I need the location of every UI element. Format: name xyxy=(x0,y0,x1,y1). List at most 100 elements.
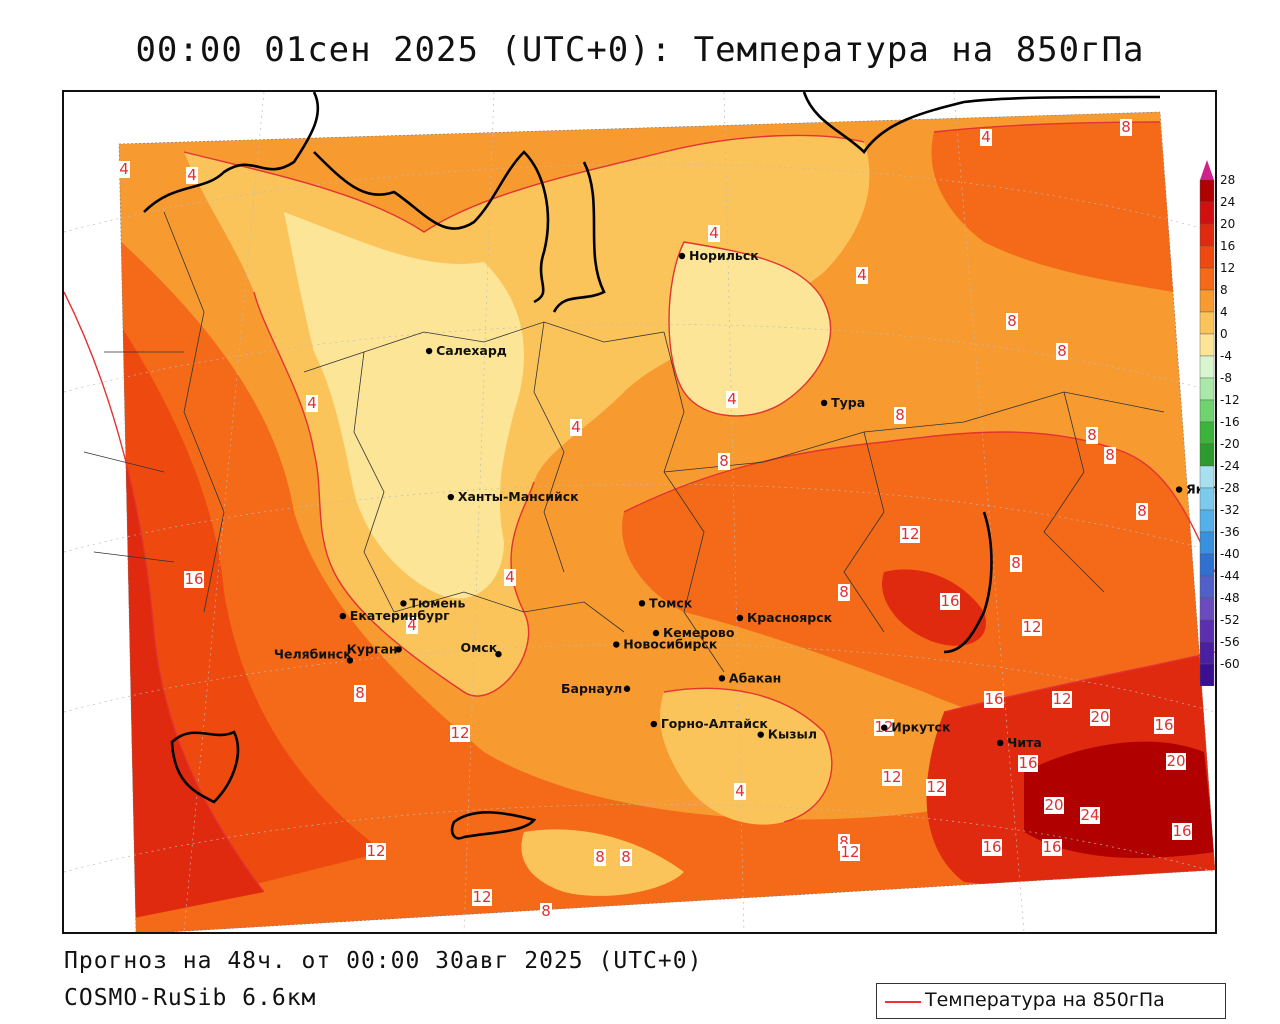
isotherm-label: 20 xyxy=(1090,708,1110,726)
colorbar-tick-label: -8 xyxy=(1220,371,1232,385)
svg-text:8: 8 xyxy=(1121,118,1131,136)
isotherms xyxy=(64,121,1215,893)
temperature-field xyxy=(119,112,1215,932)
isotherm-label: 12 xyxy=(926,778,946,796)
isotherm-label: 12 xyxy=(840,843,860,861)
colorbar-swatch xyxy=(1199,179,1215,203)
city-marker xyxy=(623,685,631,692)
model-label: COSMO-RuSib 6.6км xyxy=(64,985,317,1011)
svg-text:4: 4 xyxy=(727,390,737,408)
colorbar-tick-label: -28 xyxy=(1220,481,1240,495)
svg-text:8: 8 xyxy=(595,848,605,866)
colorbar-swatch xyxy=(1199,531,1215,555)
map-canvas: 4448844484888844816128121681212161220161… xyxy=(64,92,1215,932)
city-marker xyxy=(820,399,828,407)
city-label: Тура xyxy=(831,395,865,410)
svg-text:16: 16 xyxy=(940,592,959,610)
isotherm-label: 20 xyxy=(1044,796,1064,814)
svg-text:16: 16 xyxy=(1042,838,1061,856)
svg-text:8: 8 xyxy=(895,406,905,424)
colorbar-tick-label: 28 xyxy=(1220,173,1235,187)
city-marker xyxy=(339,612,347,620)
isotherm-label: 8 xyxy=(718,452,730,470)
region-borders xyxy=(83,211,1165,673)
isotherm-label: 12 xyxy=(366,842,386,860)
colorbar-tick-label: -24 xyxy=(1220,459,1240,473)
svg-text:12: 12 xyxy=(366,842,385,860)
isotherm-label: 4 xyxy=(708,224,720,242)
map-frame[interactable]: 4448844484888844816128121681212161220161… xyxy=(62,90,1217,934)
cities: НорильскЯкутскСалехардТураХанты-Мансийск… xyxy=(274,248,1215,750)
city-label: Норильск xyxy=(689,248,759,263)
svg-text:20: 20 xyxy=(1044,796,1063,814)
svg-text:16: 16 xyxy=(184,570,203,588)
isotherm-label: 12 xyxy=(472,888,492,906)
colorbar-swatch xyxy=(1199,223,1215,247)
city-label: Кызыл xyxy=(768,727,817,742)
colorbar-tick-label: 12 xyxy=(1220,261,1235,275)
svg-text:8: 8 xyxy=(355,684,365,702)
colorbar-swatch xyxy=(1199,443,1215,467)
colorbar-swatch xyxy=(1199,399,1215,423)
colorbar-tick-label: -52 xyxy=(1220,613,1240,627)
svg-text:8: 8 xyxy=(1087,426,1097,444)
city-label: Томск xyxy=(649,595,693,610)
svg-text:8: 8 xyxy=(839,583,849,601)
colorbar-tick-label: 4 xyxy=(1220,305,1228,319)
colorbar-swatch xyxy=(1199,267,1215,291)
city-marker xyxy=(678,252,686,260)
legend-line-swatch xyxy=(885,1001,921,1003)
isotherm-label: 16 xyxy=(1154,716,1174,734)
isotherm-label: 4 xyxy=(406,616,418,634)
svg-text:8: 8 xyxy=(839,833,849,851)
colorbar-swatch xyxy=(1199,597,1215,621)
city-label: Абакан xyxy=(729,670,781,685)
colorbar-tick-label: 16 xyxy=(1220,239,1235,253)
city-label: Челябинск xyxy=(274,646,352,661)
isotherm-label: 16 xyxy=(1172,822,1192,840)
city-label: Чита xyxy=(1007,735,1042,750)
city-label: Горно-Алтайск xyxy=(661,716,769,731)
svg-text:4: 4 xyxy=(505,568,515,586)
legend-label: Температура на 850гПа xyxy=(925,989,1165,1011)
colorbar-swatch xyxy=(1199,487,1215,511)
city-label: Барнаул xyxy=(561,681,622,696)
isotherm-label: 16 xyxy=(982,838,1002,856)
city-marker xyxy=(718,675,726,682)
city-marker xyxy=(736,614,744,622)
colorbar-tick-label: -40 xyxy=(1220,547,1240,561)
isotherm-label: 12 xyxy=(882,768,902,786)
isotherm-label: 12 xyxy=(900,525,920,543)
colorbar-swatch xyxy=(1199,333,1215,357)
city-label: Курган xyxy=(347,641,398,656)
city-label: Омск xyxy=(460,640,497,655)
svg-text:12: 12 xyxy=(1022,618,1041,636)
isotherm-labels: 4448844484888844816128121681212161220161… xyxy=(118,118,1192,920)
colorbar-swatch xyxy=(1199,641,1215,665)
isotherm-label: 8 xyxy=(1056,342,1068,360)
isotherm-label: 8 xyxy=(838,583,850,601)
colorbar-tick-label: 8 xyxy=(1220,283,1228,297)
colorbar-swatch xyxy=(1199,509,1215,533)
svg-text:8: 8 xyxy=(719,452,729,470)
colorbar-tick-label: 20 xyxy=(1220,217,1235,231)
isotherm-label: 8 xyxy=(354,684,366,702)
city-marker xyxy=(346,657,354,664)
isotherm-label: 8 xyxy=(1010,554,1022,572)
coastlines xyxy=(143,92,1161,840)
colorbar-tick-label: -60 xyxy=(1220,657,1240,671)
svg-text:12: 12 xyxy=(900,525,919,543)
svg-text:12: 12 xyxy=(450,724,469,742)
isotherm-label: 4 xyxy=(118,160,130,178)
isotherm-label: 12 xyxy=(1052,690,1072,708)
city-marker xyxy=(613,641,620,648)
colorbar-tick-label: -48 xyxy=(1220,591,1240,605)
colorbar: 28 24 20 16 12 8 4 0 -4 -8 -12 -16 -20 -24 -28 -32 -36 -4… xyxy=(1199,160,1240,686)
svg-text:12: 12 xyxy=(882,768,901,786)
city-marker xyxy=(997,739,1004,747)
isotherm-label: 16 xyxy=(984,690,1004,708)
city-marker xyxy=(447,493,455,501)
city-label: Екатеринбург xyxy=(350,608,450,623)
colorbar-swatch xyxy=(1199,553,1215,577)
city-marker xyxy=(400,600,407,607)
